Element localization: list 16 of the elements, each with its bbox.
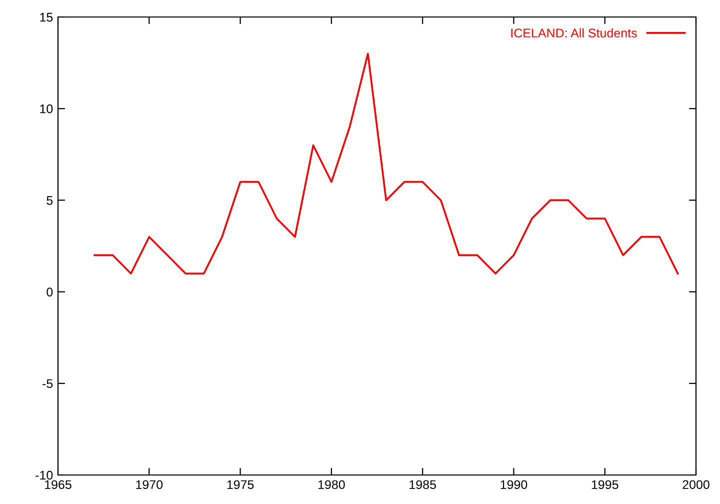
- y-tick-label: -5: [42, 379, 53, 388]
- y-tick-label: 10: [40, 104, 53, 114]
- x-tick-label: 1980: [318, 480, 345, 490]
- y-tick-label: 5: [46, 196, 53, 205]
- x-tick-label: 1990: [500, 480, 528, 490]
- x-tick-label: 1970: [136, 480, 163, 490]
- x-tick-label: 2000: [682, 480, 710, 490]
- x-tick-label: 1965: [45, 480, 72, 490]
- y-tick-label: 15: [40, 12, 53, 22]
- legend-label: ICELAND: All Students: [511, 28, 637, 38]
- y-tick-label: -10: [36, 470, 53, 480]
- x-tick-label: 1985: [410, 480, 436, 490]
- line-series: [94, 52, 679, 274]
- x-tick-label: 1975: [227, 480, 254, 490]
- y-tick-label: 0: [46, 288, 53, 296]
- x-tick-label: 1995: [592, 480, 618, 490]
